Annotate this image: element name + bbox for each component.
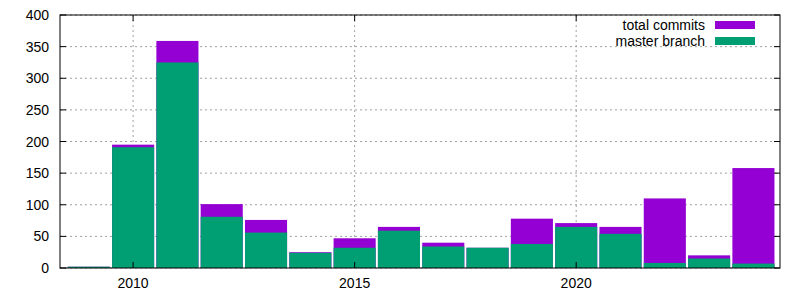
bar <box>378 227 420 268</box>
bar <box>334 238 376 268</box>
bar <box>245 233 287 268</box>
bar <box>599 234 641 268</box>
tick <box>60 204 66 205</box>
bar <box>422 243 464 268</box>
tick <box>774 109 780 110</box>
bars <box>68 41 775 268</box>
tick-label: 0 <box>41 260 49 276</box>
bar <box>644 263 686 268</box>
bar <box>201 217 243 268</box>
bar <box>555 223 597 268</box>
tick-label: 250 <box>26 102 50 118</box>
bar <box>732 264 774 268</box>
tick-label: 150 <box>26 165 50 181</box>
bar <box>599 227 641 268</box>
tick <box>774 236 780 237</box>
legend: total commitsmaster branch <box>616 17 755 49</box>
bar <box>644 198 686 268</box>
tick-label: 200 <box>26 134 50 150</box>
tick <box>60 141 66 142</box>
bar <box>511 244 553 268</box>
tick <box>60 109 66 110</box>
bar <box>156 41 198 268</box>
tick <box>60 236 66 237</box>
legend-label: total commits <box>623 17 705 33</box>
bar <box>112 145 154 268</box>
tick-label: 50 <box>33 228 49 244</box>
tick <box>60 46 66 47</box>
tick <box>576 262 577 268</box>
bar <box>112 147 154 268</box>
legend-swatch <box>715 37 755 45</box>
bar <box>422 246 464 268</box>
bar <box>378 231 420 268</box>
tick <box>774 204 780 205</box>
tick-label: 2015 <box>339 275 370 291</box>
tick <box>774 173 780 174</box>
bar <box>688 255 730 268</box>
bar <box>688 259 730 268</box>
tick <box>133 262 134 268</box>
tick-label: 400 <box>26 7 50 23</box>
tick <box>774 46 780 47</box>
bar <box>467 248 509 268</box>
tick-label: 350 <box>26 39 50 55</box>
legend-label: master branch <box>616 33 705 49</box>
bar <box>289 253 331 268</box>
tick <box>60 268 66 269</box>
bar <box>555 227 597 268</box>
bar <box>201 204 243 268</box>
bar <box>511 219 553 268</box>
grid-line <box>354 15 355 268</box>
tick-label: 2020 <box>561 275 592 291</box>
bar <box>245 220 287 268</box>
tick <box>60 15 66 16</box>
tick <box>774 141 780 142</box>
tick-label: 100 <box>26 197 50 213</box>
chart: 0 50 100 150 200 250 300 350 400 2010 2015 2020 tota… <box>0 0 800 300</box>
tick <box>774 268 780 269</box>
tick <box>133 15 134 21</box>
bar <box>467 248 509 268</box>
tick <box>354 262 355 268</box>
bar <box>732 168 774 268</box>
legend-swatch <box>715 21 755 29</box>
tick <box>60 78 66 79</box>
bar <box>156 62 198 268</box>
tick <box>60 173 66 174</box>
tick <box>576 15 577 21</box>
tick <box>774 15 780 16</box>
tick <box>354 15 355 21</box>
tick-label: 2010 <box>118 275 149 291</box>
bar <box>289 252 331 268</box>
plot-frame <box>60 15 780 268</box>
bar <box>334 248 376 268</box>
tick-label: 300 <box>26 70 50 86</box>
tick <box>774 78 780 79</box>
